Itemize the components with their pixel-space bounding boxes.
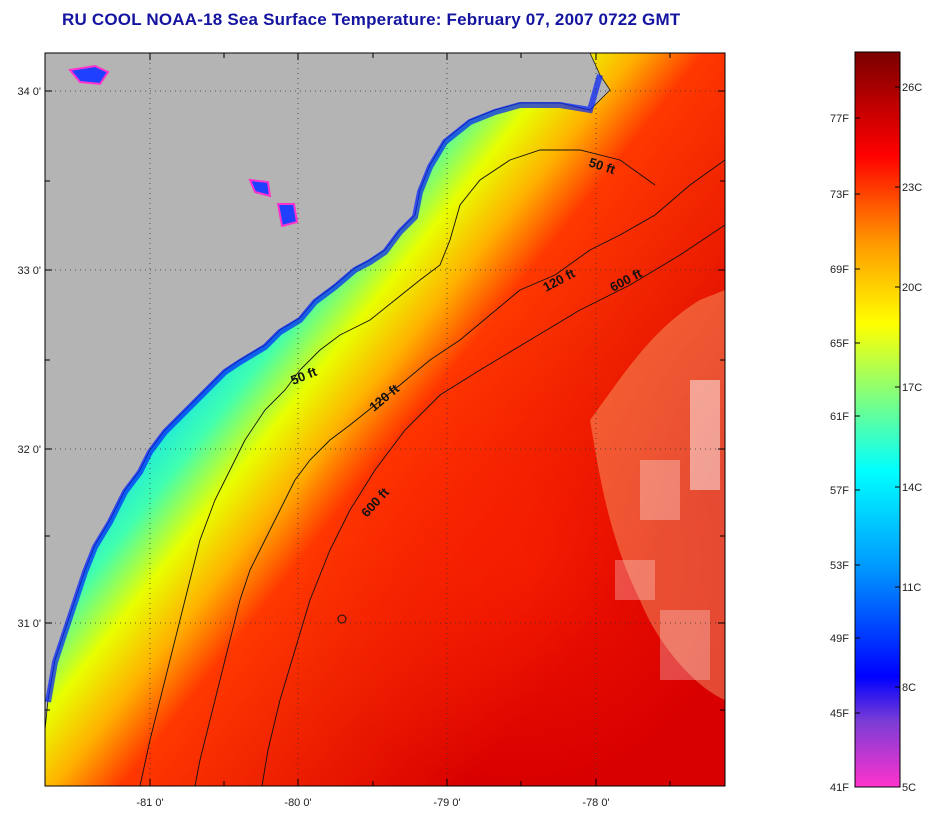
cloud-cover bbox=[590, 290, 725, 700]
colorbar-scale bbox=[854, 51, 901, 788]
colorbar-f-label: 41F bbox=[830, 782, 849, 794]
map-area: 50 ft 50 ft 120 ft 120 ft 600 ft 600 ft bbox=[45, 53, 725, 786]
colorbar-c-label: 14C bbox=[902, 482, 922, 494]
inland-lake bbox=[248, 178, 272, 198]
isobath-50ft bbox=[139, 149, 656, 786]
isobath-120ft bbox=[194, 159, 725, 786]
inland-lake bbox=[68, 64, 110, 86]
lat-label: 33 0' bbox=[17, 265, 41, 277]
lat-label: 34 0' bbox=[17, 86, 41, 98]
lon-label: -81 0' bbox=[136, 797, 163, 809]
colorbar-c-label: 5C bbox=[902, 782, 916, 794]
colorbar-c-label: 23C bbox=[902, 182, 922, 194]
lon-label: -79 0' bbox=[433, 797, 460, 809]
isobath-600ft bbox=[261, 224, 725, 786]
lon-label: -80 0' bbox=[284, 797, 311, 809]
colorbar-f-label: 57F bbox=[830, 485, 849, 497]
inland-lake bbox=[276, 203, 299, 228]
map-title: RU COOL NOAA-18 Sea Surface Temperature:… bbox=[62, 10, 681, 29]
colorbar-f-label: 49F bbox=[830, 633, 849, 645]
colorbar-f-label: 77F bbox=[830, 113, 849, 125]
colorbar-f-label: 53F bbox=[830, 560, 849, 572]
colorbar-c-label: 20C bbox=[902, 282, 922, 294]
colorbar-f-label: 69F bbox=[830, 264, 849, 276]
colorbar-c-label: 8C bbox=[902, 682, 916, 694]
map-ticks bbox=[45, 53, 725, 786]
colorbar-c-label: 26C bbox=[902, 82, 922, 94]
map-grid bbox=[45, 53, 725, 786]
colorbar-f-label: 61F bbox=[830, 411, 849, 423]
lat-label: 32 0' bbox=[17, 444, 41, 456]
lat-label: 31 0' bbox=[17, 618, 41, 630]
colorbar-f-label: 73F bbox=[830, 189, 849, 201]
map-frame bbox=[44, 52, 726, 787]
lon-label: -78 0' bbox=[582, 797, 609, 809]
colorbar-c-label: 11C bbox=[902, 582, 921, 594]
colorbar-c-label: 17C bbox=[902, 382, 922, 394]
station-marker bbox=[337, 614, 347, 624]
colorbar: 77F 73F 69F 65F 61F 57F 53F 49F 45F 41F … bbox=[830, 51, 922, 794]
colorbar-f-label: 65F bbox=[830, 338, 849, 350]
colorbar-f-label: 45F bbox=[830, 708, 849, 720]
warm-gulf-stream bbox=[290, 330, 725, 786]
